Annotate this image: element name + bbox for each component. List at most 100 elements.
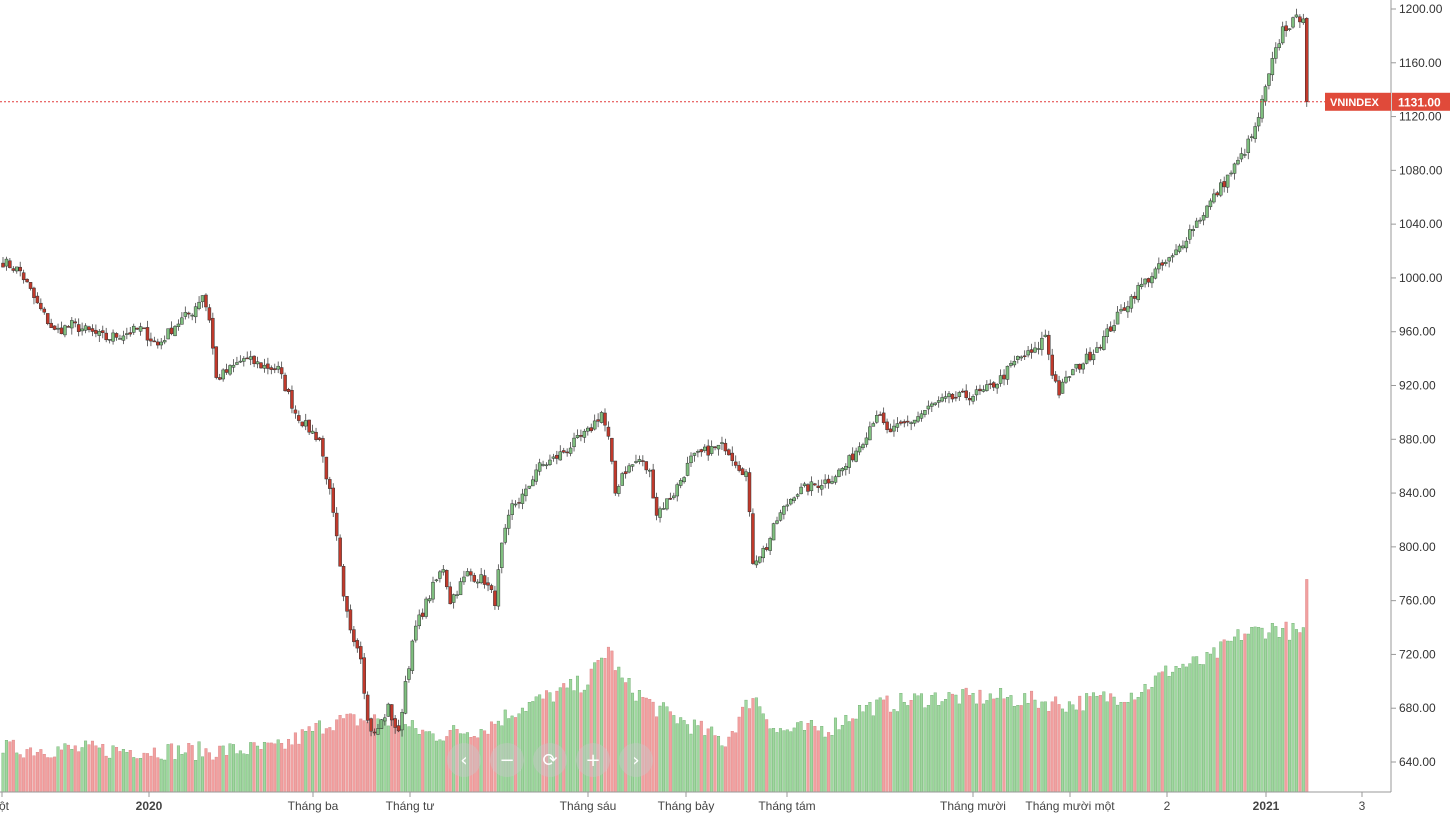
- candle-body: [269, 367, 274, 370]
- candle-body: [572, 437, 576, 448]
- candle-body: [510, 503, 514, 515]
- volume-bar: [1294, 629, 1298, 793]
- candle-body: [1081, 363, 1085, 370]
- volume-bar: [39, 749, 43, 793]
- candle-body: [1236, 159, 1240, 165]
- volume-bar: [895, 711, 899, 793]
- volume-bar: [235, 753, 239, 793]
- candle-body: [180, 317, 184, 325]
- candle-body: [1267, 73, 1271, 86]
- volume-bar: [397, 728, 401, 793]
- volume-bar: [957, 703, 961, 793]
- candle-body: [200, 295, 205, 303]
- candle-body: [1277, 43, 1281, 48]
- volume-bar: [833, 717, 837, 793]
- scroll-left-button[interactable]: ‹: [447, 743, 481, 777]
- volume-bar: [827, 732, 831, 793]
- candle-body: [634, 461, 638, 463]
- volume-bar: [59, 749, 63, 793]
- candle-body: [276, 365, 280, 370]
- volume-bar: [1016, 705, 1020, 793]
- candle-body: [410, 640, 415, 671]
- volume-bar: [1222, 639, 1226, 793]
- candle-body: [324, 456, 329, 480]
- candle-body: [644, 461, 649, 471]
- volume-bar: [90, 740, 94, 793]
- volume-bar: [696, 725, 700, 793]
- candle-body: [1177, 245, 1182, 252]
- volume-bar: [211, 759, 215, 793]
- candle-body: [778, 512, 783, 521]
- volume-bar: [335, 719, 339, 793]
- candle-body: [940, 397, 944, 402]
- volume-bar: [180, 754, 184, 793]
- candle-body: [307, 419, 311, 433]
- y-tick-label: 1000.00: [1399, 271, 1443, 285]
- volume-bar: [995, 697, 999, 793]
- volume-bar: [1036, 707, 1040, 793]
- volume-bar: [1064, 711, 1068, 793]
- candle-body: [28, 282, 33, 289]
- volume-bar: [314, 723, 318, 793]
- zoom-in-button[interactable]: +: [576, 743, 610, 777]
- candle-body: [1160, 262, 1165, 266]
- candle-body: [950, 393, 955, 400]
- volume-bar: [727, 736, 731, 793]
- candle-body: [190, 314, 194, 317]
- volume-bar: [720, 745, 724, 793]
- volume-bar: [407, 726, 411, 793]
- scroll-right-button[interactable]: ›: [619, 743, 653, 777]
- candle-body: [565, 451, 569, 454]
- candle-body: [1222, 181, 1226, 188]
- zoom-out-button[interactable]: −: [490, 743, 524, 777]
- candle-body: [173, 326, 177, 337]
- volume-bar: [1281, 628, 1285, 793]
- volume-bar: [775, 732, 779, 793]
- plus-icon: +: [585, 749, 601, 771]
- candle-body: [837, 469, 841, 477]
- volume-bar: [988, 693, 992, 793]
- candle-body: [427, 598, 432, 602]
- candle-body: [840, 468, 845, 472]
- candle-body: [97, 331, 102, 336]
- candle-body: [1219, 182, 1223, 196]
- candle-body: [462, 576, 466, 583]
- candle-body: [183, 312, 188, 317]
- y-tick-label: 680.00: [1399, 701, 1436, 715]
- volume-bar: [1267, 632, 1271, 793]
- volume-bar: [851, 718, 855, 793]
- volume-bar: [111, 745, 115, 793]
- volume-bar: [1112, 696, 1116, 793]
- x-tick-label: ột: [0, 799, 10, 813]
- reset-zoom-button[interactable]: ⟳: [533, 743, 567, 777]
- candle-body: [744, 471, 748, 477]
- y-tick-label: 920.00: [1399, 379, 1436, 393]
- candle-body: [1170, 255, 1175, 258]
- y-tick-label: 800.00: [1399, 540, 1436, 554]
- candle-body: [1005, 365, 1010, 380]
- volume-bars: [1, 579, 1309, 793]
- candle-body: [699, 449, 704, 453]
- candle-body: [242, 358, 246, 362]
- candle-body: [551, 456, 556, 459]
- volume-bar: [799, 721, 803, 793]
- volume-bar: [806, 723, 810, 793]
- candle-body: [881, 412, 886, 424]
- volume-bar: [713, 735, 717, 793]
- volume-bar: [1253, 626, 1257, 793]
- volume-bar: [1191, 656, 1195, 793]
- candle-body: [359, 646, 363, 660]
- candle-body: [80, 328, 84, 332]
- volume-bar: [558, 687, 562, 793]
- volume-bar: [820, 726, 824, 793]
- volume-bar: [290, 744, 294, 793]
- candle-body: [579, 435, 583, 437]
- volume-bar: [699, 720, 703, 793]
- volume-bar: [170, 743, 174, 793]
- candle-body: [1260, 98, 1264, 119]
- candle-body: [871, 423, 876, 427]
- volume-bar: [35, 752, 39, 793]
- volume-bar: [400, 729, 404, 793]
- candle-body: [1198, 219, 1202, 222]
